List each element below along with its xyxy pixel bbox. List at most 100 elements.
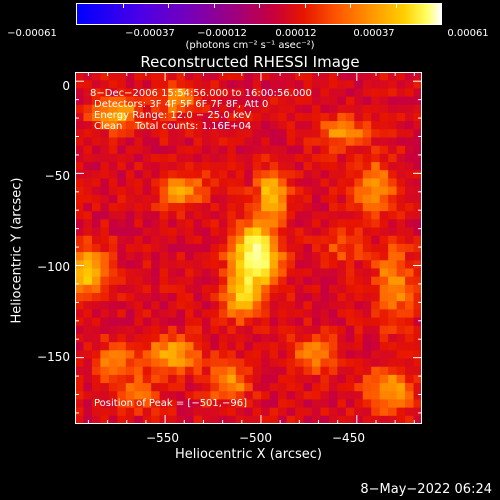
heatmap-cell [303,350,313,360]
heatmap-cell [185,112,195,122]
heatmap-cell [303,317,313,327]
heatmap-cell [345,162,355,171]
heatmap-cell [134,153,144,163]
heatmap-cell [379,153,389,163]
heatmap-cell [303,112,313,122]
heatmap-cell [193,374,203,384]
heatmap-cell [303,194,313,204]
heatmap-cell [337,399,347,409]
heatmap-cell [379,284,389,294]
heatmap-cell [235,407,245,417]
heatmap-cell [405,342,415,351]
heatmap-cell [218,129,228,139]
heatmap-cell [117,121,127,130]
heatmap-cell [413,252,422,261]
heatmap-cell [100,399,110,409]
heatmap-cell [125,391,135,401]
heatmap-cell [134,72,144,81]
heatmap-cell [159,268,169,278]
heatmap-cell [142,252,152,261]
heatmap-cell [244,80,254,89]
heatmap-cell [83,374,93,384]
heatmap-cell [278,227,288,237]
heatmap-cell [100,366,110,376]
heatmap-cell [201,399,212,409]
heatmap-cell [227,358,237,368]
heatmap-cell [75,121,85,130]
heatmap-cell [185,260,195,270]
heatmap-cell [354,227,364,237]
heatmap-cell [405,80,415,89]
heatmap-cell [235,374,245,384]
heatmap-cell [337,415,347,424]
heatmap-cell [413,309,422,319]
heatmap-cell [261,178,271,188]
heatmap-cell [185,366,195,376]
heatmap-cell [396,145,406,155]
heatmap-cell [244,342,254,351]
heatmap-cell [295,96,305,106]
heatmap-cell [218,219,228,229]
heatmap-cell [168,162,178,171]
heatmap-cell [345,186,355,196]
heatmap-cell [235,260,245,270]
heatmap-cell [91,284,101,294]
heatmap-cell [413,399,422,409]
heatmap-cell [159,391,169,401]
heatmap-cell [252,374,262,384]
heatmap-cell [388,194,398,204]
heatmap-cell [159,186,169,196]
heatmap-cell [227,284,237,294]
heatmap-cell [91,121,101,130]
heatmap-cell [413,129,422,139]
heatmap-cell [142,112,152,122]
heatmap-cell [396,383,406,392]
heatmap-cell [168,145,178,155]
heatmap-cell [201,178,212,188]
heatmap-cell [218,268,228,278]
heatmap-cell [278,325,288,335]
heatmap-cell [142,80,152,89]
heatmap-cell [269,350,279,360]
heatmap-cell [328,366,338,376]
heatmap-cell [218,276,228,286]
heatmap-cell [320,227,330,237]
heatmap-cell [362,358,372,368]
heatmap-cell [75,391,85,401]
heatmap-cell [295,153,305,163]
heatmap-cell [295,80,305,89]
heatmap-cell [117,88,127,98]
heatmap-cell [286,252,296,261]
heatmap-cell [396,235,406,245]
heatmap-cell [303,72,313,81]
heatmap-cell [345,129,355,139]
heatmap-cell [159,293,169,302]
heatmap-cell [227,96,237,106]
heatmap-cell [252,96,262,106]
heatmap-cell [371,137,381,147]
heatmap-cell [320,309,330,319]
heatmap-cell [227,178,237,188]
y-tick-label: −150 [37,350,70,364]
heatmap-cell [354,309,364,319]
heatmap-cell [345,178,355,188]
heatmap-cell [396,284,406,294]
heatmap-cell [371,104,381,114]
heatmap-cell [108,129,118,139]
heatmap-cell [278,407,288,417]
heatmap-cell [286,260,296,270]
heatmap-cell [176,391,186,401]
heatmap-cell [405,72,415,81]
heatmap-cell [413,243,422,253]
heatmap-cell [201,211,212,220]
heatmap-cell [117,350,127,360]
heatmap-cell [286,104,296,114]
heatmap-cell [125,211,135,220]
heatmap-cell [75,358,85,368]
heatmap-cell [261,80,271,89]
heatmap-cell [345,293,355,302]
heatmap-cell [413,145,422,155]
heatmap-cell [269,145,279,155]
heatmap-cell [75,333,85,343]
heatmap-cell [379,219,389,229]
